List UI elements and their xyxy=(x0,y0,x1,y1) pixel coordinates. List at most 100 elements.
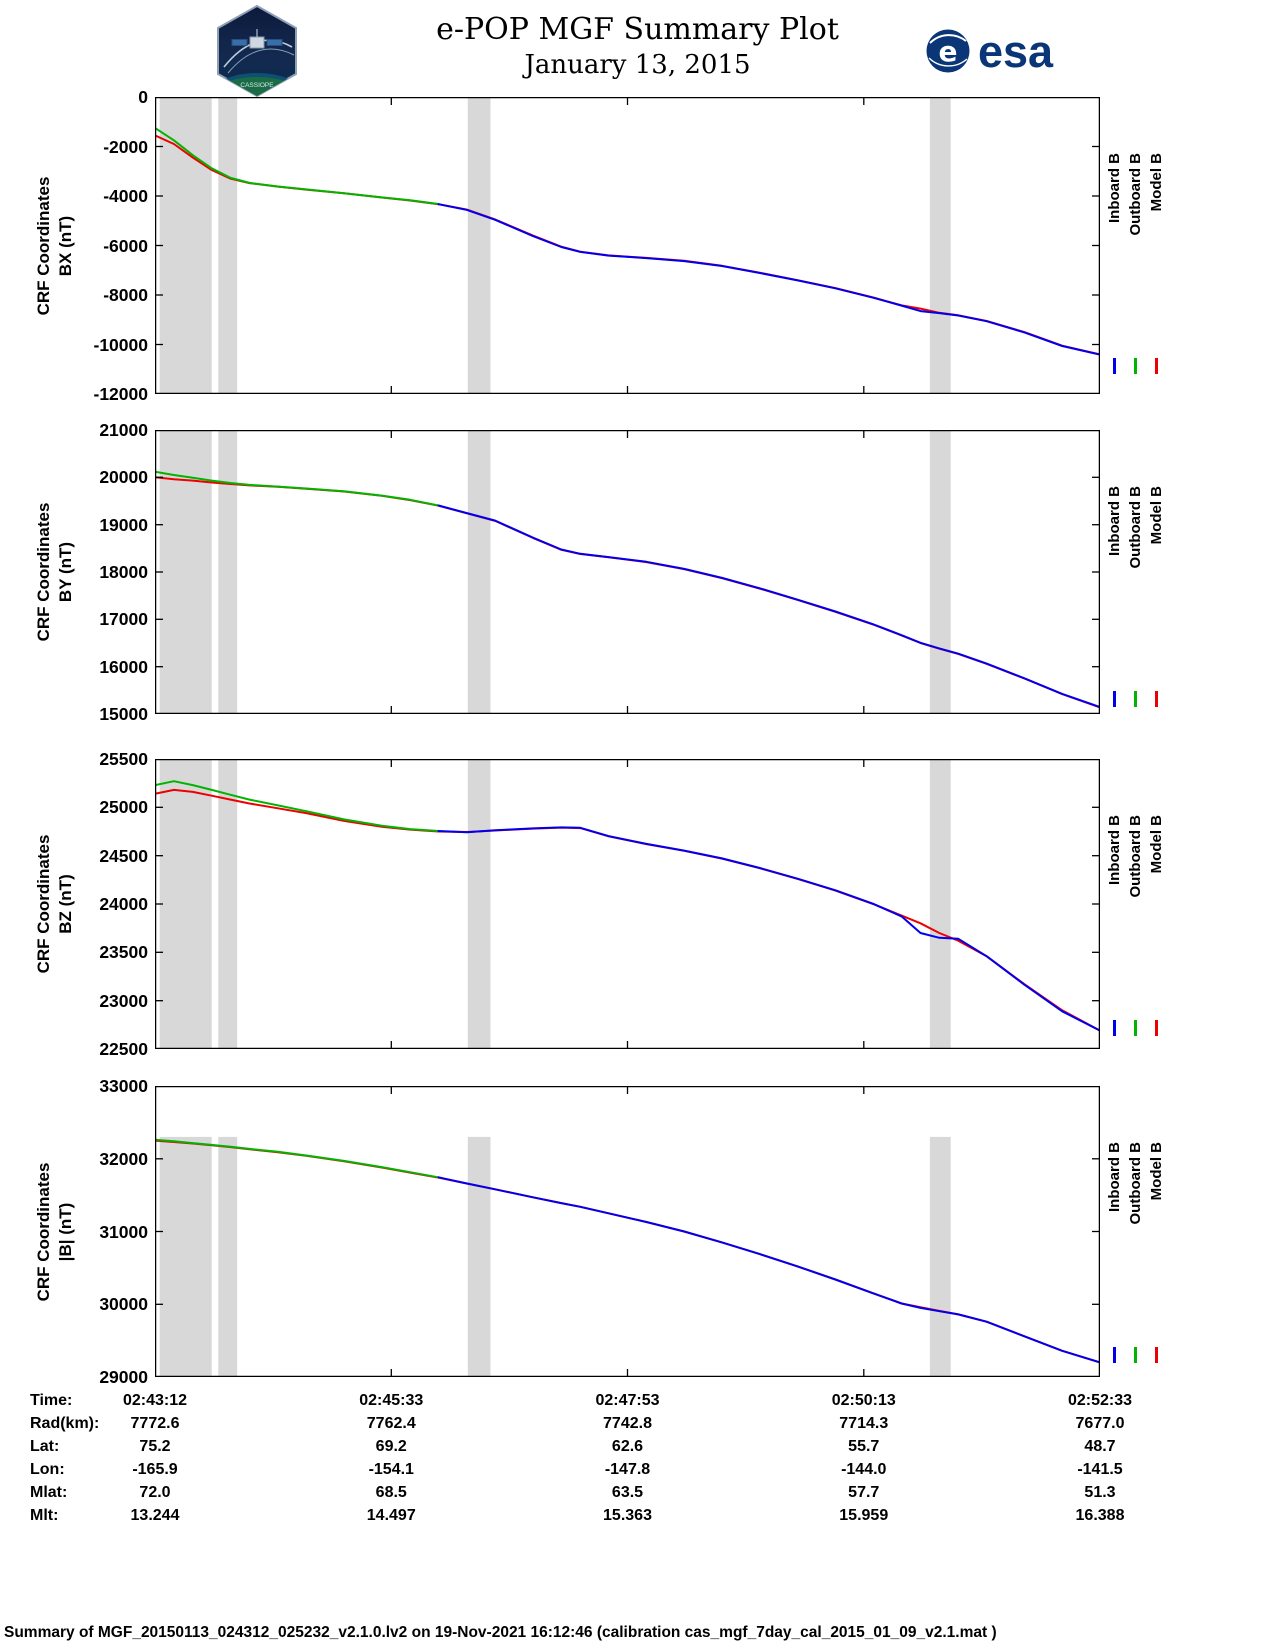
table-cell: 15.959 xyxy=(839,1507,889,1524)
legend-color-sample xyxy=(1112,358,1116,374)
table-row-label: Mlat: xyxy=(30,1484,68,1501)
y-tick-label: 25500 xyxy=(99,749,148,769)
y-tick-label: 16000 xyxy=(99,656,148,677)
table-cell: 7677.0 xyxy=(1075,1415,1125,1432)
table-cell: 69.2 xyxy=(375,1438,407,1455)
legend-color-sample xyxy=(1133,691,1137,707)
shaded-band xyxy=(218,430,238,714)
legend-label: Inboard B xyxy=(1105,1142,1123,1212)
legend-item: Outboard B xyxy=(1125,1142,1145,1377)
y-tick-label: -8000 xyxy=(103,285,148,305)
legend-label: Model B xyxy=(1147,486,1165,545)
esa-wordmark: esa xyxy=(978,25,1054,77)
series-line-model xyxy=(155,788,1100,1032)
table-cell: 16.388 xyxy=(1075,1507,1125,1524)
table-cell: 55.7 xyxy=(848,1438,880,1455)
shaded-band xyxy=(929,97,951,394)
legend-color-sample xyxy=(1133,1020,1137,1036)
y-tick-label: 20000 xyxy=(99,467,148,488)
legend-color-sample xyxy=(1112,691,1116,707)
table-cell: 13.244 xyxy=(130,1507,180,1524)
shaded-band xyxy=(929,430,951,714)
series-line-model xyxy=(155,1139,1100,1364)
series-line-outboard xyxy=(155,780,440,832)
table-row-label: Lon: xyxy=(30,1461,65,1478)
table-cell: 14.497 xyxy=(366,1507,416,1524)
table-cell: 75.2 xyxy=(139,1438,171,1455)
shaded-band xyxy=(218,759,238,1049)
table-cell: -154.1 xyxy=(368,1461,414,1478)
series-line-outboard xyxy=(155,126,440,205)
esa-logo: e esa xyxy=(925,28,1053,74)
shaded-band xyxy=(929,759,951,1049)
series-line-model xyxy=(155,476,1100,709)
plot-area-3 xyxy=(155,759,1100,1049)
legend-color-sample xyxy=(1154,1020,1158,1036)
table-row-label: Mlt: xyxy=(30,1507,59,1524)
plot-area-4 xyxy=(155,1086,1100,1377)
ephemeris-table: Time: 02:43:12 02:45:33 02:47:53 02:50:13 02:… xyxy=(0,1389,1275,1529)
y-tick-label: 21000 xyxy=(99,420,148,440)
plot-area-2 xyxy=(155,430,1100,714)
legend-color-sample xyxy=(1133,358,1137,374)
y-tick-label: 25000 xyxy=(99,797,148,818)
series-line-inboard xyxy=(437,826,1100,1032)
legend-color-sample xyxy=(1133,1347,1137,1363)
table-cell: 7762.4 xyxy=(366,1415,416,1432)
legend-item: Inboard B xyxy=(1104,1142,1124,1377)
y-tick-label: 19000 xyxy=(99,514,148,535)
table-cell: 7772.6 xyxy=(130,1415,180,1432)
table-cell: 62.6 xyxy=(611,1438,644,1455)
panel-legend: Inboard B Outboard B Model B xyxy=(1104,486,1166,721)
y-tick-label: 29000 xyxy=(99,1367,148,1387)
y-tick-label: -2000 xyxy=(103,136,148,157)
shaded-band xyxy=(159,97,212,394)
legend-item: Model B xyxy=(1146,815,1166,1050)
axis-box xyxy=(155,1086,1100,1377)
shaded-band xyxy=(159,1136,212,1377)
series-line-inboard xyxy=(437,203,1100,356)
plot-date: January 13, 2015 xyxy=(524,50,751,80)
plot-area-1 xyxy=(155,97,1100,394)
legend-item: Outboard B xyxy=(1125,815,1145,1050)
legend-item: Outboard B xyxy=(1125,153,1145,388)
legend-label: Inboard B xyxy=(1105,153,1123,223)
table-row-label: Lat: xyxy=(30,1438,60,1455)
y-tick-label: -4000 xyxy=(103,186,148,206)
legend-label: Inboard B xyxy=(1105,486,1123,556)
y-tick-label: -12000 xyxy=(93,384,149,404)
table-cell: -165.9 xyxy=(132,1461,178,1478)
legend-color-sample xyxy=(1154,358,1158,374)
y-tick-label: 23000 xyxy=(99,990,148,1011)
panel-legend: Inboard B Outboard B Model B xyxy=(1104,1142,1166,1377)
shaded-band xyxy=(467,97,491,394)
legend-label: Model B xyxy=(1147,1142,1165,1201)
cassiope-patch-logo: CASSIOPE xyxy=(216,4,298,102)
footer-note: Summary of MGF_20150113_024312_025232_v2… xyxy=(4,1624,997,1641)
axis-box xyxy=(155,759,1100,1049)
shaded-band xyxy=(467,1136,491,1377)
y-tick-label: 0 xyxy=(138,87,148,107)
y-tick-label: 17000 xyxy=(99,609,148,630)
panel-legend: Inboard B Outboard B Model B xyxy=(1104,153,1166,388)
series-line-model xyxy=(155,134,1100,356)
axis-box xyxy=(155,97,1100,394)
y-tick-label: 23500 xyxy=(99,942,148,963)
table-cell: -141.5 xyxy=(1077,1461,1123,1478)
axis-box xyxy=(155,430,1100,714)
satellite-icon xyxy=(231,29,283,49)
legend-label: Outboard B xyxy=(1126,1142,1144,1225)
legend-label: Outboard B xyxy=(1126,486,1144,569)
y-tick-label: 22500 xyxy=(99,1039,148,1059)
legend-label: Outboard B xyxy=(1126,815,1144,898)
y-tick-label: -10000 xyxy=(93,334,149,355)
y-tick-label: -6000 xyxy=(103,235,148,256)
legend-color-sample xyxy=(1154,1347,1158,1363)
table-cell: 02:45:33 xyxy=(359,1392,424,1409)
table-cell: -147.8 xyxy=(604,1461,651,1478)
legend-label: Inboard B xyxy=(1105,815,1123,885)
shaded-band xyxy=(218,1136,238,1377)
table-cell: 63.5 xyxy=(611,1484,644,1501)
table-cell: 72.0 xyxy=(139,1484,171,1501)
plot-title: e-POP MGF Summary Plot xyxy=(436,12,839,47)
